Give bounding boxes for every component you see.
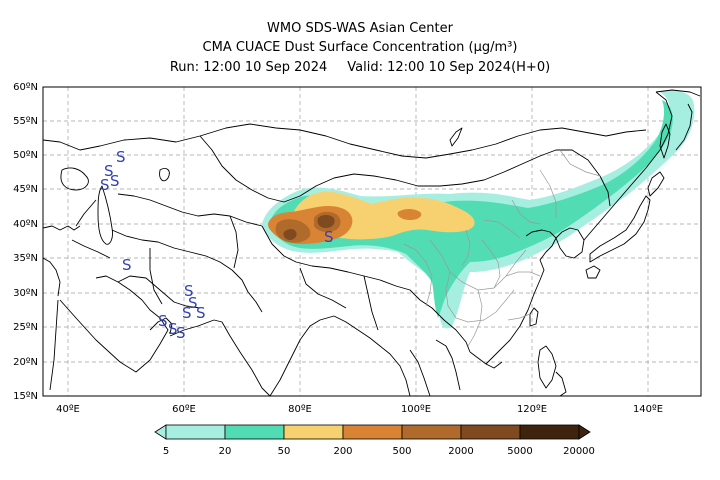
title-line-1: WMO SDS-WAS Asian Center	[267, 21, 453, 36]
lat-label: 55ºN	[13, 116, 38, 127]
lon-label: 60ºE	[172, 404, 196, 415]
legend-label: 200	[333, 446, 352, 457]
province-boundaries	[403, 149, 601, 347]
legend-swatch	[401, 424, 462, 440]
lat-label: 25ºN	[13, 322, 38, 333]
dust-storm-symbol: S	[184, 282, 194, 300]
dust-storm-symbol: S	[100, 176, 110, 194]
lat-label: 30ºN	[13, 288, 38, 299]
map-area: S S S S S S S S S S S S S	[43, 87, 701, 396]
lon-label: 120ºE	[517, 404, 547, 415]
legend-swatch	[519, 424, 580, 440]
latitude-labels: 60ºN 55ºN 50ºN 45ºN 40ºN 35ºN 30ºN 25ºN …	[13, 82, 38, 402]
dust-storm-symbol: S	[196, 304, 206, 322]
dust-storm-symbol: S	[176, 324, 186, 342]
dust-storm-symbol: S	[104, 162, 114, 180]
dust-storm-symbol: S	[116, 148, 126, 166]
legend-arrow-left	[154, 424, 167, 440]
legend-label: 20	[219, 446, 232, 457]
concentration-legend: 5 20 50 200 500 2000 5000 20000	[154, 424, 595, 457]
lat-label: 35ºN	[13, 253, 38, 264]
dust-band-20-50	[270, 100, 673, 318]
dust-band-2000-5000-b	[283, 229, 297, 240]
coastlines-and-borders	[43, 89, 701, 396]
lat-label: 15ºN	[13, 391, 38, 402]
title-line-3: Run: 12:00 10 Sep 2024 Valid: 12:00 10 Se…	[0, 60, 720, 76]
title-line-2: CMA CUACE Dust Surface Concentration (μg…	[202, 40, 518, 55]
valid-time: Valid: 12:00 10 Sep 2024(H+0)	[347, 60, 551, 75]
legend-swatch	[224, 424, 285, 440]
lat-label: 40ºN	[13, 219, 38, 230]
legend-label: 500	[392, 446, 411, 457]
legend-label: 50	[278, 446, 291, 457]
dust-shading	[262, 90, 695, 329]
legend-swatch	[283, 424, 344, 440]
lat-label: 20ºN	[13, 357, 38, 368]
dust-storm-symbol: S	[110, 172, 120, 190]
legend-swatch	[342, 424, 403, 440]
dust-storm-symbol: S	[122, 256, 132, 274]
dust-storm-symbol: S	[324, 228, 334, 246]
legend-label: 5	[163, 446, 169, 457]
legend-swatch	[165, 424, 226, 440]
lon-label: 80ºE	[288, 404, 312, 415]
longitude-labels: 40ºE 60ºE 80ºE 100ºE 120ºE 140ºE	[56, 404, 663, 415]
legend-label: 5000	[507, 446, 532, 457]
map-border	[42, 86, 702, 397]
run-time: Run: 12:00 10 Sep 2024	[169, 60, 328, 75]
dust-storm-symbol: S	[182, 304, 192, 322]
dust-band-200-500-east	[397, 209, 422, 220]
lat-label: 50ºN	[13, 150, 38, 161]
lon-label: 100ºE	[401, 404, 431, 415]
legend-swatch	[460, 424, 521, 440]
dust-storm-symbol: S	[168, 320, 178, 338]
dust-storm-symbols: S S S S S S S S S S S S S	[100, 148, 334, 342]
legend-label: 2000	[448, 446, 473, 457]
lon-label: 140ºE	[633, 404, 663, 415]
lat-label: 45ºN	[13, 184, 38, 195]
lat-label: 60ºN	[13, 82, 38, 93]
lon-label: 40ºE	[56, 404, 80, 415]
dust-band-2000-5000	[317, 215, 335, 228]
legend-arrow-right	[578, 424, 591, 440]
dust-storm-symbol: S	[188, 294, 198, 312]
legend-label: 20000	[563, 446, 595, 457]
dust-storm-symbol: S	[158, 312, 168, 330]
